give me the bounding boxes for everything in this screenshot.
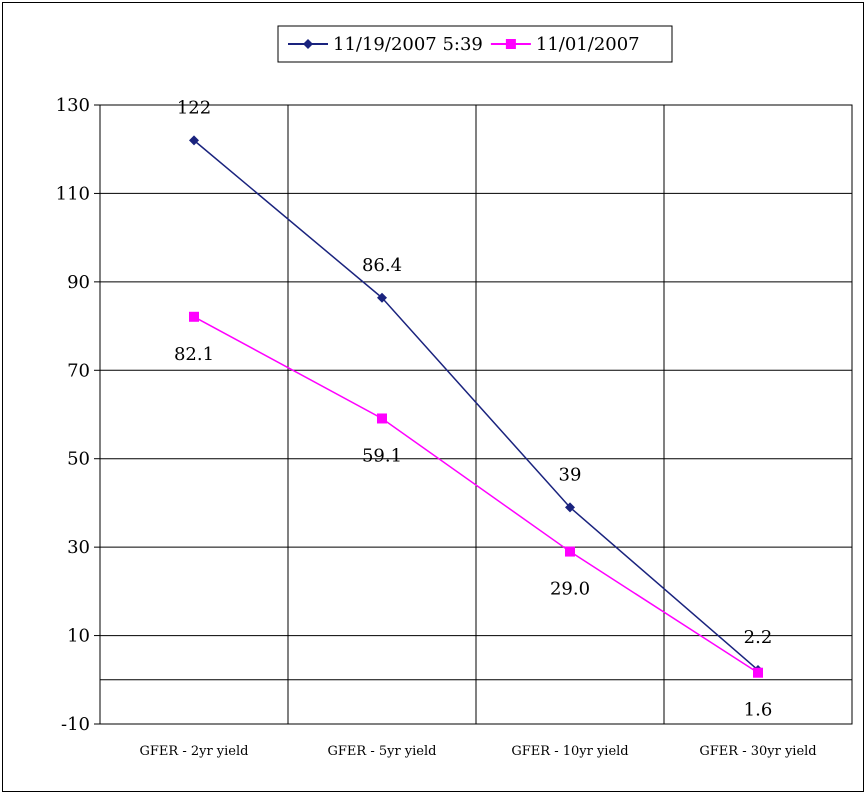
series-line [193, 316, 759, 674]
legend-label: 11/01/2007 [536, 34, 640, 55]
y-axis-ticks: -10 10 30 50 70 90 110 130 [56, 95, 90, 735]
y-tick-label: 30 [67, 537, 90, 558]
series-lines [189, 135, 763, 678]
data-labels: 122 86.4 39 2.2 82.1 59.1 29.0 1.6 [174, 97, 772, 720]
y-tick-label: 70 [67, 360, 90, 381]
data-label: 82.1 [174, 344, 214, 365]
legend-marker [505, 39, 516, 49]
legend-box [277, 25, 673, 63]
y-tick-label: -10 [61, 714, 90, 735]
y-tick-label: 90 [67, 272, 90, 293]
data-label: 86.4 [362, 255, 402, 276]
data-label: 2.2 [744, 627, 773, 648]
y-tick-label: 110 [56, 183, 90, 204]
y-tick-label: 130 [56, 95, 90, 116]
legend-marker [303, 39, 313, 49]
y-tick-label: 50 [67, 449, 90, 470]
data-point-marker [565, 502, 575, 513]
data-point-marker [377, 292, 387, 303]
grid [94, 104, 853, 725]
data-label: 39 [559, 464, 582, 485]
data-label: 59.1 [362, 445, 402, 466]
legend-label: 11/19/2007 5:39 [333, 34, 483, 55]
data-label: 29.0 [550, 579, 590, 600]
data-point-marker [753, 667, 763, 678]
data-point-marker [377, 413, 387, 424]
data-label: 122 [177, 97, 211, 118]
x-tick-label: GFER - 5yr yield [328, 744, 437, 759]
data-point-marker [189, 311, 199, 322]
x-tick-label: GFER - 30yr yield [699, 744, 816, 759]
data-point-marker [189, 135, 199, 146]
legend: 11/19/2007 5:39 11/01/2007 [277, 25, 673, 63]
data-label: 1.6 [744, 700, 773, 721]
y-tick-label: 10 [67, 626, 90, 647]
data-point-marker [565, 546, 575, 557]
x-tick-label: GFER - 2yr yield [140, 744, 249, 759]
x-axis-ticks: GFER - 2yr yield GFER - 5yr yield GFER - 1… [140, 744, 817, 759]
x-tick-label: GFER - 10yr yield [511, 744, 628, 759]
series-line [193, 139, 759, 671]
